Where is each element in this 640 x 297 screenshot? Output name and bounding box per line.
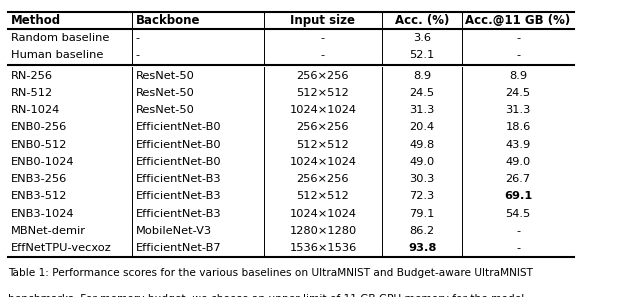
Text: Method: Method [11,14,61,27]
Text: Random baseline: Random baseline [11,33,109,43]
Text: 54.5: 54.5 [506,208,531,219]
Text: Acc. (%): Acc. (%) [395,14,449,27]
Text: -: - [321,50,325,60]
Text: 86.2: 86.2 [410,226,435,236]
Text: 18.6: 18.6 [506,122,531,132]
Text: RN-256: RN-256 [11,71,53,81]
Text: 1024×1024: 1024×1024 [289,105,356,115]
Text: EffNetTPU-vecxoz: EffNetTPU-vecxoz [11,243,111,253]
Text: 8.9: 8.9 [413,71,431,81]
Text: EfficientNet-B3: EfficientNet-B3 [136,174,221,184]
Text: ENB0-1024: ENB0-1024 [11,157,74,167]
Text: Backbone: Backbone [136,14,200,27]
Text: 1024×1024: 1024×1024 [289,157,356,167]
Text: RN-1024: RN-1024 [11,105,60,115]
Text: ResNet-50: ResNet-50 [136,105,195,115]
Text: 52.1: 52.1 [410,50,435,60]
Text: 79.1: 79.1 [410,208,435,219]
Text: Human baseline: Human baseline [11,50,103,60]
Text: 31.3: 31.3 [410,105,435,115]
Text: ENB3-256: ENB3-256 [11,174,67,184]
Text: ENB3-1024: ENB3-1024 [11,208,74,219]
Text: -: - [516,33,520,43]
Text: 512×512: 512×512 [296,191,349,201]
Text: 256×256: 256×256 [296,122,349,132]
Text: EfficientNet-B3: EfficientNet-B3 [136,191,221,201]
Text: benchmarks. For memory budget, we choose an upper limit of 11 GB GPU memory for : benchmarks. For memory budget, we choose… [8,294,524,297]
Text: 512×512: 512×512 [296,140,349,150]
Text: -: - [516,50,520,60]
Text: 31.3: 31.3 [506,105,531,115]
Text: EfficientNet-B0: EfficientNet-B0 [136,122,221,132]
Text: 93.8: 93.8 [408,243,436,253]
Text: 8.9: 8.9 [509,71,527,81]
Text: 3.6: 3.6 [413,33,431,43]
Text: EfficientNet-B0: EfficientNet-B0 [136,157,221,167]
Text: 49.0: 49.0 [506,157,531,167]
Text: 1280×1280: 1280×1280 [289,226,356,236]
Text: -: - [136,33,140,43]
Text: -: - [136,50,140,60]
Text: ENB3-512: ENB3-512 [11,191,67,201]
Text: 69.1: 69.1 [504,191,532,201]
Text: -: - [516,243,520,253]
Text: 49.8: 49.8 [410,140,435,150]
Text: -: - [321,33,325,43]
Text: EfficientNet-B7: EfficientNet-B7 [136,243,221,253]
Text: Acc.@11 GB (%): Acc.@11 GB (%) [465,14,571,27]
Text: ENB0-256: ENB0-256 [11,122,67,132]
Text: ResNet-50: ResNet-50 [136,88,195,98]
Text: EfficientNet-B3: EfficientNet-B3 [136,208,221,219]
Text: -: - [516,226,520,236]
Text: 49.0: 49.0 [410,157,435,167]
Text: 512×512: 512×512 [296,88,349,98]
Text: ENB0-512: ENB0-512 [11,140,67,150]
Text: MobileNet-V3: MobileNet-V3 [136,226,212,236]
Text: Table 1: Performance scores for the various baselines on UltraMNIST and Budget-a: Table 1: Performance scores for the vari… [8,268,532,279]
Text: 43.9: 43.9 [506,140,531,150]
Text: 30.3: 30.3 [410,174,435,184]
Text: 256×256: 256×256 [296,174,349,184]
Text: RN-512: RN-512 [11,88,53,98]
Text: 26.7: 26.7 [506,174,531,184]
Text: ResNet-50: ResNet-50 [136,71,195,81]
Text: 256×256: 256×256 [296,71,349,81]
Text: 20.4: 20.4 [410,122,435,132]
Text: EfficientNet-B0: EfficientNet-B0 [136,140,221,150]
Text: 24.5: 24.5 [506,88,531,98]
Text: MBNet-demir: MBNet-demir [11,226,86,236]
Text: Input size: Input size [291,14,355,27]
Text: 24.5: 24.5 [410,88,435,98]
Text: 1536×1536: 1536×1536 [289,243,356,253]
Text: 72.3: 72.3 [410,191,435,201]
Text: 1024×1024: 1024×1024 [289,208,356,219]
